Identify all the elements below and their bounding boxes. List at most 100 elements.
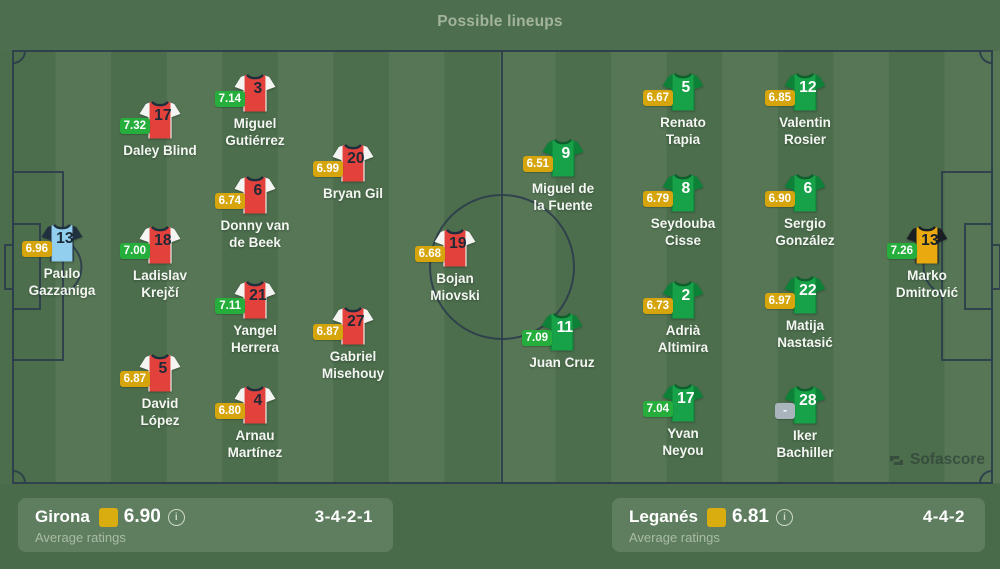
player[interactable]: 17 7.32 Daley Blind [95,101,225,159]
player-shirt-area: 11 7.09 [497,313,627,351]
jersey-icon: 4 [234,386,276,424]
info-icon[interactable]: i [775,508,793,526]
player-shirt-area: 12 6.85 [740,73,870,111]
player-shirt-area: 21 7.11 [190,281,320,319]
player-name: Renato Tapia [660,115,706,147]
player[interactable]: 27 6.87 Gabriel Misehouy [288,307,418,382]
player-shirt-area: 4 6.80 [190,386,320,424]
player-name: Miguel de la Fuente [531,181,595,213]
player[interactable]: 22 6.97 Matija Nastasić [740,276,870,351]
away-team-card: Leganés 6.81 i 4-4-2 Average ratings [612,498,985,552]
player[interactable]: 18 7.00 Ladislav Krejčí [95,226,225,301]
jersey-number: 5 [681,79,690,96]
player-name: Miguel Gutiérrez [225,116,285,148]
player[interactable]: 5 6.67 Renato Tapia [618,73,748,148]
jersey-number: 6 [253,182,262,199]
rating-badge: 7.32 [119,118,150,134]
player[interactable]: 6 6.90 Sergio González [740,174,870,249]
rating-badge: 6.68 [414,246,445,262]
jersey-number: 6 [803,180,812,197]
rating-badge: 6.73 [642,298,673,314]
jersey-number: 18 [154,232,172,249]
player-name: Yangel Herrera [230,323,280,355]
home-team-name[interactable]: Girona [35,507,90,526]
jersey-icon: 17 [139,101,181,139]
watermark-label: Sofascore [910,451,985,468]
player-shirt-area: 27 6.87 [288,307,418,345]
jersey-icon: 27 [332,307,374,345]
player-shirt-area: 5 6.67 [618,73,748,111]
home-average-rating: 6.90 [123,506,161,527]
player-name: Marko Dmitrović [895,268,959,300]
rating-badge: 6.67 [642,90,673,106]
player[interactable]: 28 - Iker Bachiller [740,386,870,461]
rating-badge: 6.90 [764,191,795,207]
player-name: David López [140,396,180,428]
rating-badge: 6.51 [522,156,553,172]
away-average-ratings-label: Average ratings [629,530,720,545]
player[interactable]: 21 7.11 Yangel Herrera [190,281,320,356]
player[interactable]: 8 6.79 Seydouba Cisse [618,174,748,249]
rating-badge: 6.87 [119,371,150,387]
jersey-number: 11 [557,319,574,336]
player[interactable]: 12 6.85 Valentin Rosier [740,73,870,148]
jersey-number: 21 [249,287,267,304]
jersey-number: 4 [253,392,262,409]
rating-badge: 6.87 [312,324,343,340]
player[interactable]: 4 6.80 Arnau Martínez [190,386,320,461]
jersey-number: 27 [347,313,365,330]
player-shirt-area: 17 7.04 [618,384,748,422]
jersey-icon: 13 [41,224,83,262]
player[interactable]: 17 7.04 Yvan Neyou [618,384,748,459]
player-shirt-area: 28 - [740,386,870,424]
info-icon[interactable]: i [167,508,185,526]
player-shirt-area: 17 7.32 [95,101,225,139]
rating-badge: 7.14 [214,91,245,107]
pitch-stripes [0,51,1000,483]
pitch-lines [4,50,1000,484]
rating-badge: 6.99 [312,161,343,177]
jersey-icon: 5 [662,73,704,111]
jersey-number: 8 [681,180,690,197]
rating-badge: 7.11 [215,298,245,314]
jersey-number: 5 [158,360,167,377]
rating-badge: 7.09 [521,330,552,346]
player[interactable]: 2 6.73 Adrià Altimira [618,281,748,356]
away-formation: 4-4-2 [922,507,965,526]
home-formation: 3-4-2-1 [314,507,373,526]
player-shirt-area: 22 6.97 [740,276,870,314]
player[interactable]: 11 7.09 Juan Cruz [497,313,627,371]
rating-badge: 7.04 [642,401,673,417]
jersey-number: 22 [799,282,817,299]
player[interactable]: 19 6.68 Bojan Miovski [390,229,520,304]
player-name: Ladislav Krejčí [132,268,188,300]
rating-badge: - [775,403,795,419]
away-team-name[interactable]: Leganés [629,507,698,526]
jersey-number: 28 [799,392,817,409]
player-name: Gabriel Misehouy [321,349,385,381]
sofascore-logo-icon [890,455,903,465]
jersey-number: 13 [56,230,74,247]
rating-badge: 6.79 [642,191,673,207]
away-rating-color-square [706,507,726,527]
player-shirt-area: 9 6.51 [498,139,628,177]
rating-badge: 6.80 [214,403,245,419]
home-average-ratings-label: Average ratings [35,530,126,545]
rating-badge: 6.85 [764,90,795,106]
jersey-number: 3 [253,80,262,97]
player[interactable]: 9 6.51 Miguel de la Fuente [498,139,628,214]
player[interactable]: 13 6.96 Paulo Gazzaniga [0,224,127,299]
rating-badge: 6.96 [21,241,52,257]
jersey-number: 9 [561,145,570,162]
home-team-card: Girona 6.90 i 3-4-2-1 Average ratings [18,498,393,552]
player[interactable]: 3 7.14 Miguel Gutiérrez [190,74,320,149]
player[interactable]: 5 6.87 David López [95,354,225,429]
player[interactable]: 13 7.26 Marko Dmitrović [862,226,992,301]
player-shirt-area: 13 6.96 [0,224,127,262]
player[interactable]: 6 6.74 Donny van de Beek [190,176,320,251]
player-name: Iker Bachiller [776,428,834,460]
player[interactable]: 20 6.99 Bryan Gil [288,144,418,202]
rating-badge: 7.26 [886,243,917,259]
